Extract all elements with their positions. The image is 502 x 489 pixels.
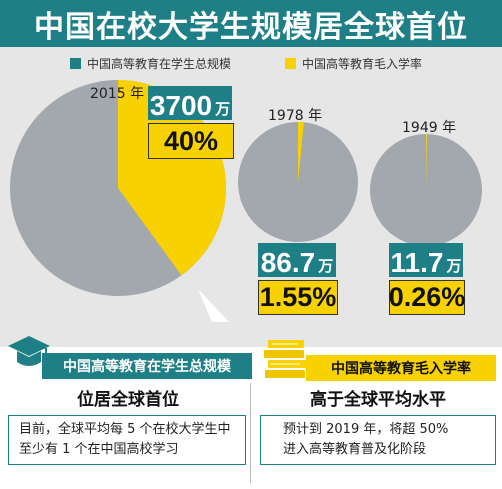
legend-swatch-teal <box>70 58 81 69</box>
legend-label-total: 中国高等教育在学生总规模 <box>87 57 232 71</box>
card-left-title: 位居全球首位 <box>77 390 179 410</box>
card-right-description: 预计到 2019 年，将超 50% 进入高等教育普及化阶段 <box>260 415 496 465</box>
rate-box-1978: 1.55% <box>258 280 338 315</box>
rate-box-2015: 40% <box>148 123 234 159</box>
legend-swatch-yellow <box>285 58 296 69</box>
section-divider <box>250 383 251 483</box>
card-left-heading: 中国高等教育在学生总规模 <box>42 353 252 379</box>
value-2015: 3700 <box>149 90 213 121</box>
unit-1949: 万 <box>446 258 462 275</box>
rate-1949: 0.26% <box>388 282 466 312</box>
value-1949: 11.7 <box>390 247 444 278</box>
unit-2015: 万 <box>215 101 231 118</box>
value-1978: 86.7 <box>260 247 316 278</box>
card-left-heading-text: 中国高等教育在学生总规模 <box>63 359 231 375</box>
value-box-1949: 11.7 万 <box>389 243 463 277</box>
card-left-line-1: 目前，全球平均每 5 个在校大学生中 <box>19 422 231 437</box>
pie-1949-rate-slice <box>426 134 427 190</box>
legend: 中国高等教育在学生总规模 中国高等教育毛入学率 <box>0 55 502 73</box>
year-label-1949: 1949 年 <box>402 120 457 136</box>
card-right-heading-text: 中国高等教育毛入学率 <box>331 361 471 377</box>
legend-label-rate: 中国高等教育毛入学率 <box>302 57 423 71</box>
pie-1978-rate-slice <box>298 122 304 182</box>
card-right-line-2: 进入高等教育普及化阶段 <box>283 442 427 457</box>
value-box-2015: 3700 万 <box>148 86 232 120</box>
card-right-title: 高于全球平均水平 <box>310 390 446 410</box>
legend-item-rate: 中国高等教育毛入学率 <box>285 55 422 72</box>
card-right-line-1: 预计到 2019 年，将超 50% <box>283 422 449 437</box>
year-label-2015: 2015 年 <box>90 86 145 102</box>
value-box-1978: 86.7 万 <box>258 243 336 277</box>
rate-2015: 40% <box>163 125 219 156</box>
books-icon <box>264 340 306 378</box>
page-title: 中国在校大学生规模居全球首位 <box>34 9 468 45</box>
card-left-description: 目前，全球平均每 5 个在校大学生中 至少有 1 个在中国高校学习 <box>8 415 246 465</box>
legend-item-total: 中国高等教育在学生总规模 <box>70 55 231 72</box>
callout-pointer <box>198 289 229 322</box>
title-banner: 中国在校大学生规模居全球首位 <box>0 0 502 47</box>
card-right-heading: 中国高等教育毛入学率 <box>306 355 496 381</box>
rate-box-1949: 0.26% <box>389 280 465 315</box>
unit-1978: 万 <box>318 258 334 275</box>
year-label-1978: 1978 年 <box>268 108 323 124</box>
card-left-line-2: 至少有 1 个在中国高校学习 <box>19 442 179 457</box>
rate-1978: 1.55% <box>259 282 337 312</box>
